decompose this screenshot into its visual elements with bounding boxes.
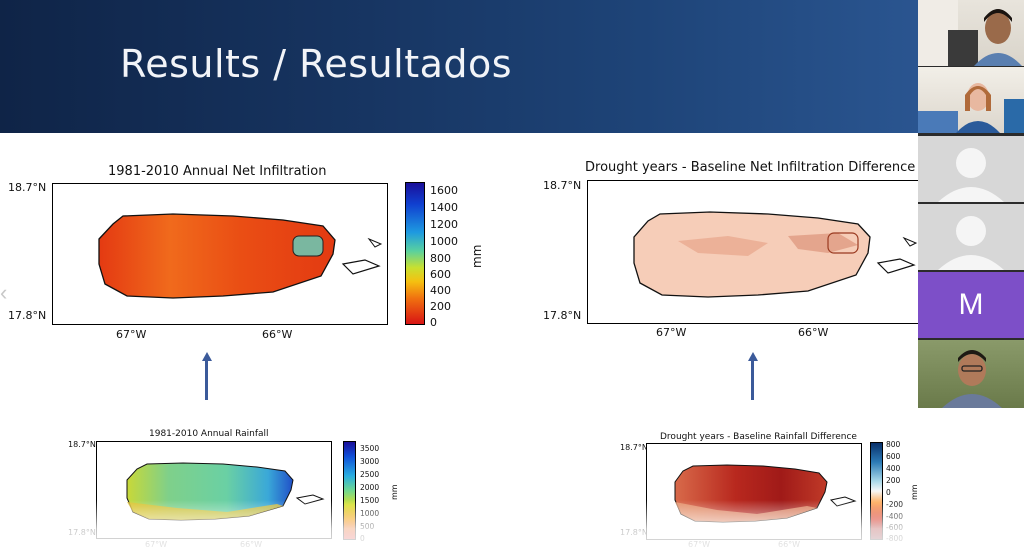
plot-title-infiltration: 1981-2010 Annual Net Infiltration [108, 164, 327, 179]
default-avatar-icon [938, 148, 1004, 202]
panel-background [918, 408, 1024, 548]
cbar-tick: 0 [360, 534, 365, 543]
lat-top-label: 18.7°N [543, 179, 582, 192]
infiltration-map-svg [98, 213, 383, 299]
participant-video-icon [918, 83, 1024, 133]
drought-rainfall-map-svg [674, 464, 857, 523]
cbar-tick: 0 [886, 488, 891, 497]
participant-initial-tile[interactable]: M [918, 272, 1024, 338]
participants-panel: M [918, 0, 1024, 408]
cbar-tick: 1500 [360, 496, 380, 505]
cbar-tick: -200 [886, 500, 904, 509]
cbar-tick: 200 [886, 476, 901, 485]
lat-bottom-label: 17.8°N [68, 528, 96, 537]
plot-title-drought-infiltration: Drought years - Baseline Net Infiltratio… [585, 160, 916, 175]
cbar-tick: 3000 [360, 457, 380, 466]
cbar-tick: 1000 [360, 509, 380, 518]
drought-rainfall-map [646, 443, 862, 540]
lat-top-label: 18.7°N [620, 443, 648, 452]
participant-video-tile[interactable] [918, 67, 1024, 133]
cbar-tick: 200 [430, 300, 451, 313]
cbar-tick: 1000 [430, 235, 458, 248]
cbar-tick: 2000 [360, 483, 380, 492]
cbar-tick: -400 [886, 512, 904, 521]
cbar-tick: 800 [886, 440, 901, 449]
rainfall-map-svg [126, 462, 325, 521]
cbar-tick: 2500 [360, 470, 380, 479]
slide-title: Results / Resultados [120, 42, 513, 86]
participant-video-icon [942, 350, 1002, 408]
arrow-up-shaft [751, 360, 754, 400]
slide-header: Results / Resultados [0, 0, 918, 133]
lat-bottom-label: 17.8°N [543, 309, 582, 322]
participant-avatar-tile[interactable] [918, 204, 1024, 270]
cbar-tick: 1400 [430, 201, 458, 214]
cbar-tick: 600 [886, 452, 901, 461]
plot-title-drought-rainfall: Drought years - Baseline Rainfall Differ… [660, 432, 857, 442]
drought-infiltration-map-svg [633, 211, 918, 298]
infiltration-map [52, 183, 388, 325]
cbar-tick: 400 [430, 284, 451, 297]
arrow-up-icon [748, 352, 758, 361]
infiltration-colorbar [405, 182, 425, 325]
cbar-tick: 600 [430, 268, 451, 281]
drought-rainfall-colorbar [870, 442, 883, 540]
lat-top-label: 18.7°N [8, 181, 47, 194]
cbar-tick: -600 [886, 523, 904, 532]
lat-top-label: 18.7°N [68, 440, 96, 449]
cbar-unit-label: mm [470, 244, 484, 268]
lat-bottom-label: 17.8°N [620, 528, 648, 537]
drought-infiltration-map [587, 180, 921, 324]
puerto-rico-shape [98, 213, 336, 299]
lon-right-label: 66°W [798, 326, 829, 339]
arrow-up-shaft [205, 360, 208, 400]
cbar-tick: 0 [430, 316, 437, 329]
cbar-tick: 3500 [360, 444, 380, 453]
lon-left-label: 67°W [656, 326, 687, 339]
puerto-rico-shape [633, 211, 871, 298]
cbar-unit-label: mm [390, 484, 399, 500]
participant-avatar-tile[interactable] [918, 136, 1024, 202]
lat-bottom-label: 17.8°N [8, 309, 47, 322]
cbar-tick: 1200 [430, 218, 458, 231]
lon-right-label: 66°W [262, 328, 293, 341]
participant-video-icon [918, 0, 1022, 66]
lon-left-label: 67°W [116, 328, 147, 341]
cbar-tick: 400 [886, 464, 901, 473]
plot-title-rainfall: 1981-2010 Annual Rainfall [149, 429, 269, 439]
arrow-up-icon [202, 352, 212, 361]
cbar-tick: 1600 [430, 184, 458, 197]
cbar-tick: 500 [360, 522, 375, 531]
participant-video-tile[interactable] [918, 340, 1024, 408]
default-avatar-icon [938, 216, 1004, 270]
participant-video-tile[interactable] [918, 0, 1024, 66]
chevron-left-icon[interactable]: ‹ [0, 280, 8, 305]
cbar-tick: -800 [886, 534, 904, 543]
cbar-tick: 800 [430, 252, 451, 265]
rainfall-colorbar [343, 441, 356, 540]
rainfall-map [96, 441, 332, 539]
participant-initial: M [958, 288, 984, 321]
